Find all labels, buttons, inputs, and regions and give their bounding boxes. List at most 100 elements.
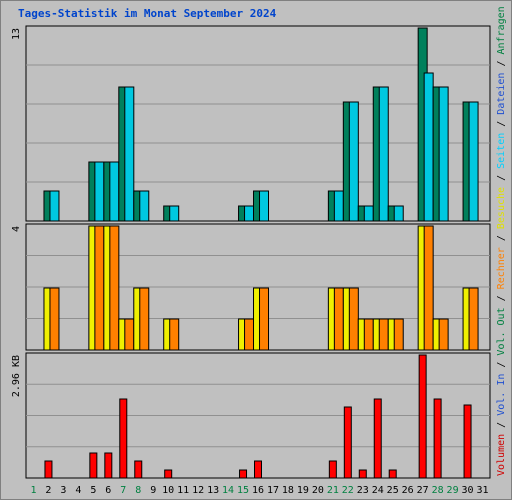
legend-segment: / (496, 169, 507, 187)
legend-segment: Anfragen (496, 6, 507, 54)
legend-segment: Dateien (496, 73, 507, 115)
x-tick-day-1: 1 (30, 485, 36, 496)
bar-volumen-day-7 (119, 398, 128, 479)
bar-rechner-day-27 (423, 225, 434, 351)
bar-dateien-day-10 (169, 205, 180, 222)
bar-rechner-day-5 (94, 225, 105, 351)
y-max-label: 4 (11, 226, 22, 232)
bar-volumen-day-25 (388, 469, 397, 479)
x-tick-day-23: 23 (357, 485, 369, 496)
bar-rechner-day-21 (333, 287, 344, 351)
x-tick-day-14: 14 (222, 485, 234, 496)
legend-segment: Vol. Out (496, 307, 507, 355)
bar-volumen-day-15 (239, 469, 248, 479)
legend-segment: Vol. In (496, 374, 507, 416)
bar-dateien-day-21 (333, 190, 344, 222)
bar-rechner-day-25 (393, 318, 404, 351)
bar-dateien-day-16 (259, 190, 270, 222)
bar-volumen-day-23 (358, 469, 367, 479)
bar-rechner-day-6 (109, 225, 120, 351)
bar-dateien-day-30 (468, 101, 479, 222)
legend-segment: Rechner (496, 247, 507, 289)
bar-rechner-day-23 (363, 318, 374, 351)
bar-dateien-day-8 (139, 190, 150, 222)
bar-dateien-day-5 (94, 161, 105, 222)
bar-dateien-day-15 (244, 205, 255, 222)
bar-rechner-day-24 (378, 318, 389, 351)
x-tick-day-15: 15 (237, 485, 249, 496)
x-tick-day-31: 31 (476, 485, 488, 496)
x-tick-day-7: 7 (120, 485, 126, 496)
legend-segment: Seiten (496, 133, 507, 169)
bar-volumen-day-6 (104, 452, 113, 479)
legend-segment: / (496, 356, 507, 374)
x-tick-day-18: 18 (282, 485, 294, 496)
bar-rechner-day-30 (468, 287, 479, 351)
legend-segment: / (496, 289, 507, 307)
x-tick-day-6: 6 (105, 485, 111, 496)
x-tick-day-28: 28 (432, 485, 444, 496)
x-tick-day-2: 2 (45, 485, 51, 496)
bar-rechner-day-15 (244, 318, 255, 351)
legend-segment: / (496, 416, 507, 434)
x-tick-day-4: 4 (75, 485, 81, 496)
x-tick-day-19: 19 (297, 485, 309, 496)
bar-dateien-day-27 (423, 72, 434, 222)
bar-dateien-day-6 (109, 161, 120, 222)
bar-dateien-day-22 (348, 101, 359, 222)
bar-dateien-day-23 (363, 205, 374, 222)
x-tick-day-20: 20 (312, 485, 324, 496)
right-legend: Volumen / Vol. In / Vol. Out / Rechner /… (496, 6, 507, 476)
bar-rechner-day-8 (139, 287, 150, 351)
bar-volumen-day-16 (254, 460, 262, 479)
x-tick-day-22: 22 (342, 485, 354, 496)
x-tick-day-26: 26 (402, 485, 414, 496)
y-max-label: 13 (11, 28, 22, 40)
x-tick-day-13: 13 (207, 485, 219, 496)
bar-volumen-day-22 (343, 406, 352, 479)
bar-volumen-day-21 (328, 460, 337, 479)
x-tick-day-17: 17 (267, 485, 279, 496)
x-tick-day-8: 8 (135, 485, 141, 496)
bar-volumen-day-5 (89, 452, 98, 479)
bar-volumen-day-27 (418, 354, 427, 479)
bar-volumen-day-2 (44, 460, 53, 479)
bar-rechner-day-10 (169, 318, 180, 351)
x-tick-day-10: 10 (162, 485, 174, 496)
x-tick-day-25: 25 (387, 485, 399, 496)
x-tick-day-30: 30 (462, 485, 474, 496)
bar-rechner-day-16 (259, 287, 270, 351)
x-tick-day-11: 11 (177, 485, 189, 496)
bar-rechner-day-28 (438, 318, 449, 351)
x-tick-day-12: 12 (192, 485, 204, 496)
bar-dateien-day-28 (438, 86, 449, 222)
bar-volumen-day-24 (373, 398, 382, 479)
y-max-label: 2.96 KB (11, 355, 22, 397)
bar-rechner-day-22 (348, 287, 359, 351)
legend-segment: / (496, 115, 507, 133)
x-tick-day-5: 5 (90, 485, 96, 496)
legend-segment: Besuche (496, 187, 507, 229)
legend-segment: Volumen (496, 434, 507, 476)
chart-title: Tages-Statistik im Monat September 2024 (18, 7, 277, 20)
bar-dateien-day-2 (49, 190, 60, 222)
bar-dateien-day-7 (124, 86, 135, 222)
legend-segment: / (496, 229, 507, 247)
x-tick-day-9: 9 (150, 485, 156, 496)
x-tick-day-29: 29 (447, 485, 459, 496)
legend-segment: / (496, 54, 507, 72)
x-tick-day-24: 24 (372, 485, 384, 496)
x-tick-day-3: 3 (60, 485, 66, 496)
bar-volumen-day-28 (433, 398, 442, 479)
bar-dateien-day-24 (378, 86, 389, 222)
bar-dateien-day-25 (393, 205, 404, 222)
bar-rechner-day-7 (124, 318, 135, 351)
x-tick-day-27: 27 (417, 485, 429, 496)
bar-volumen-day-8 (134, 460, 143, 479)
x-tick-day-21: 21 (327, 485, 339, 496)
x-tick-day-16: 16 (252, 485, 264, 496)
bar-volumen-day-30 (463, 404, 472, 479)
bar-rechner-day-2 (49, 287, 60, 351)
